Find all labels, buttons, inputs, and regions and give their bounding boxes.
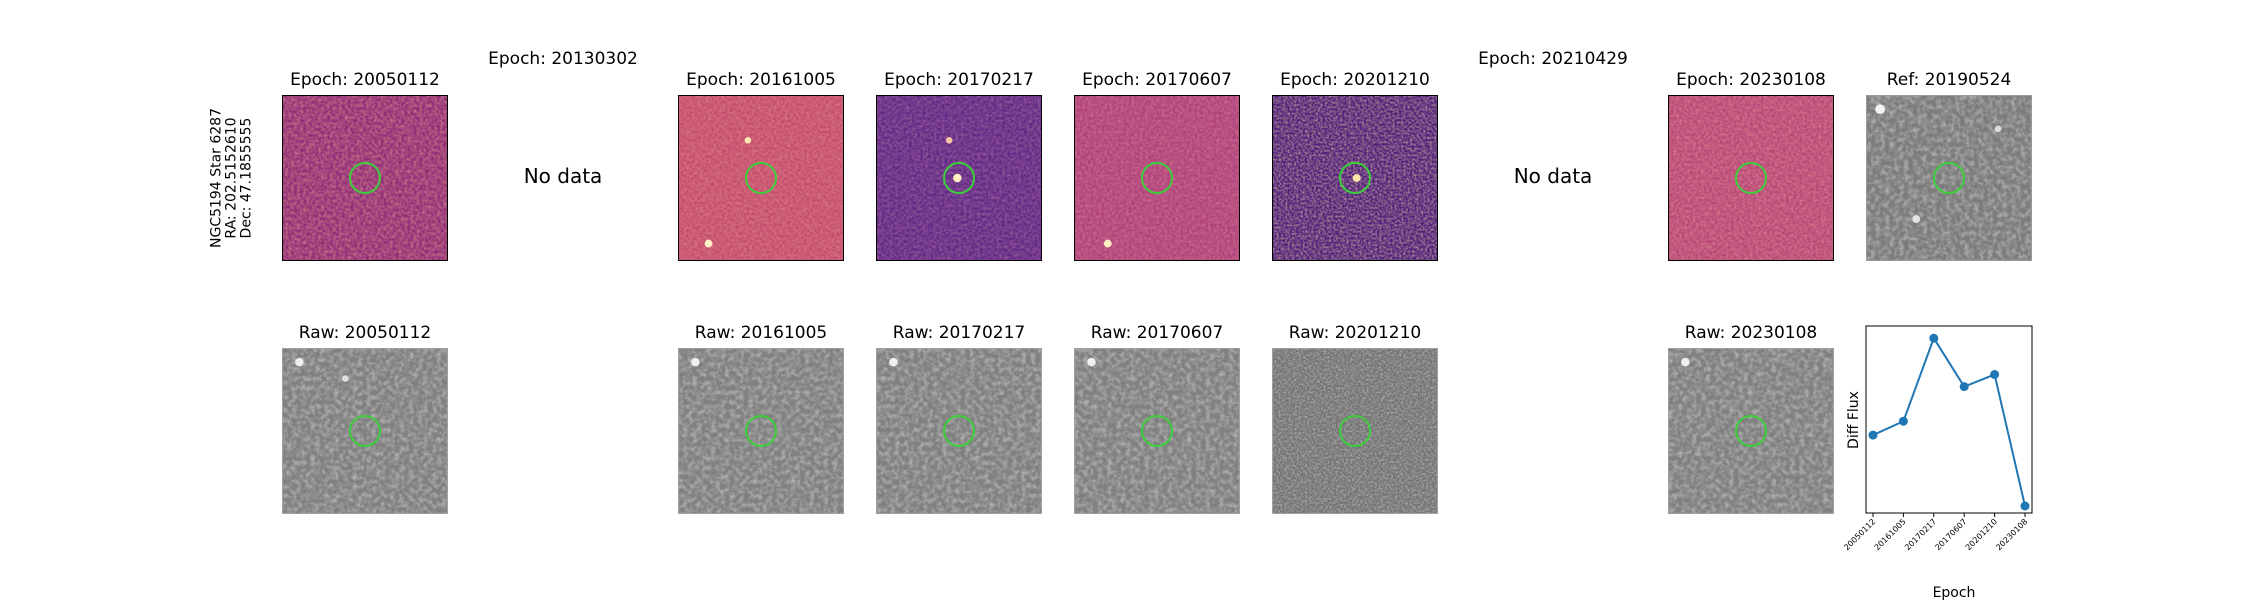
x-tick-label-20170607: 20170607 (1933, 517, 1968, 552)
diff-image-20050112 (282, 95, 448, 261)
target-circle (1735, 415, 1767, 447)
epoch-title-7: Epoch: 20210429 (1478, 49, 1628, 69)
star-ra: RA: 202.5152610 (223, 117, 240, 239)
y-axis-label: Diff Flux (1846, 391, 1862, 449)
target-circle (1141, 162, 1173, 194)
x-tick-label-20161005: 20161005 (1873, 517, 1908, 552)
raw-image-20170217 (876, 348, 1042, 514)
x-tick-label-20230108: 20230108 (1994, 517, 2029, 552)
no-data-label-7: No data (1513, 164, 1593, 188)
plot-frame (1865, 325, 2033, 514)
epoch-title-5: Epoch: 20170607 (1082, 70, 1232, 90)
data-point-20170607 (1959, 382, 1969, 392)
data-point-20050112 (1868, 430, 1878, 440)
diff-image-20201210 (1272, 95, 1438, 261)
raw-title-4: Raw: 20170217 (892, 323, 1026, 343)
x-tick-label-20201210: 20201210 (1964, 517, 1999, 552)
target-circle (745, 162, 777, 194)
star-name: NGC5194 Star 6287 (208, 108, 225, 248)
raw-title-6: Raw: 20201210 (1288, 323, 1422, 343)
target-circle (349, 162, 381, 194)
data-point-20201210 (1990, 370, 2000, 380)
raw-image-20230108 (1668, 348, 1834, 514)
raw-image-20050112 (282, 348, 448, 514)
epoch-title-6: Epoch: 20201210 (1280, 70, 1430, 90)
epoch-title-4: Epoch: 20170217 (884, 70, 1034, 90)
target-circle (943, 415, 975, 447)
data-point-20230108 (2020, 501, 2030, 511)
target-circle (1339, 415, 1371, 447)
epoch-title-3: Epoch: 20161005 (686, 70, 836, 90)
target-circle (349, 415, 381, 447)
raw-image-20201210 (1272, 348, 1438, 514)
data-point-20161005 (1898, 416, 1908, 426)
target-circle (1933, 162, 1965, 194)
star-info-label: NGC5194 Star 6287 RA: 202.5152610 Dec: 4… (208, 108, 255, 248)
target-circle (1735, 162, 1767, 194)
diff-image-20161005 (678, 95, 844, 261)
raw-title-3: Raw: 20161005 (694, 323, 828, 343)
data-point-20170217 (1929, 333, 1939, 343)
diff-image-20230108 (1668, 95, 1834, 261)
epoch-title-2: Epoch: 20130302 (488, 49, 638, 69)
raw-title-8: Raw: 20230108 (1684, 323, 1818, 343)
x-tick-label-20050112: 20050112 (1842, 517, 1877, 552)
epoch-title-1: Epoch: 20050112 (290, 70, 440, 90)
diff-image-20170607 (1074, 95, 1240, 261)
target-circle (745, 415, 777, 447)
raw-title-1: Raw: 20050112 (298, 323, 432, 343)
target-circle (943, 162, 975, 194)
epoch-title-8: Epoch: 20230108 (1676, 70, 1826, 90)
x-axis-label: Epoch (1933, 585, 1976, 600)
raw-title-5: Raw: 20170607 (1090, 323, 1224, 343)
ref-image-20190524 (1866, 95, 2032, 261)
target-circle (1339, 162, 1371, 194)
no-data-label-2: No data (523, 164, 603, 188)
x-tick-label-20170217: 20170217 (1903, 517, 1938, 552)
diff-image-20170217 (876, 95, 1042, 261)
target-circle (1141, 415, 1173, 447)
ref-title: Ref: 20190524 (1886, 70, 2012, 90)
raw-image-20161005 (678, 348, 844, 514)
series-line (1872, 335, 2026, 507)
star-dec: Dec: 47.1855555 (238, 117, 255, 239)
flux-light-curve-chart: 2005011220161005201702172017060720201210… (1842, 325, 2033, 600)
raw-image-20170607 (1074, 348, 1240, 514)
